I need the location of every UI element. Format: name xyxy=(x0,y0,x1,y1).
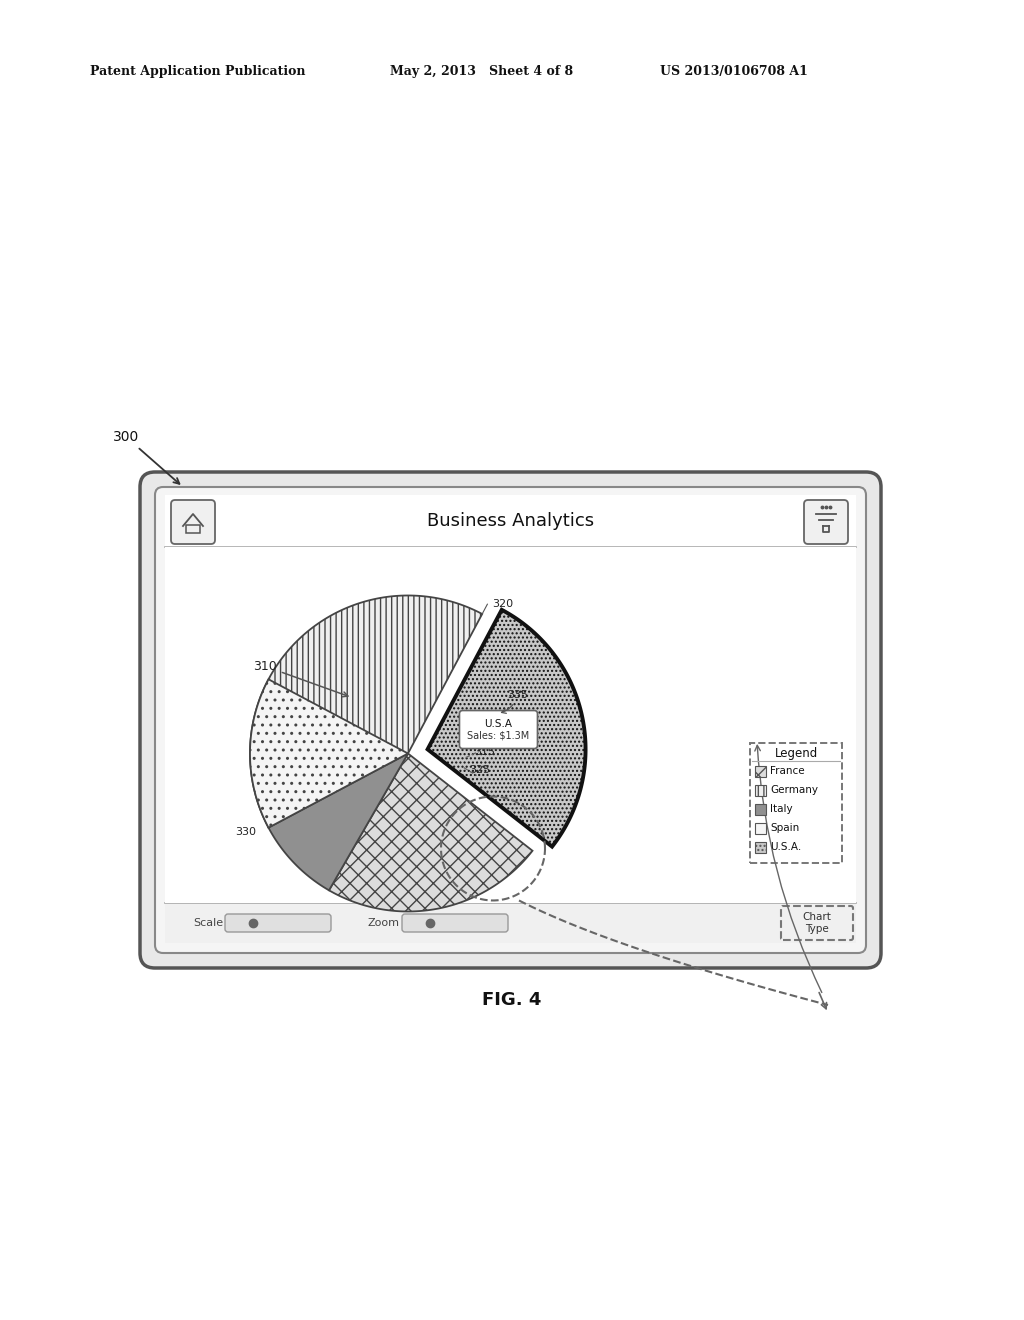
Text: Patent Application Publication: Patent Application Publication xyxy=(90,66,305,78)
FancyBboxPatch shape xyxy=(171,500,215,544)
Text: France: France xyxy=(770,766,805,776)
Text: Scale: Scale xyxy=(193,917,223,928)
Text: Italy: Italy xyxy=(770,804,793,814)
Bar xyxy=(755,766,766,777)
Text: 320: 320 xyxy=(493,599,513,610)
Bar xyxy=(755,842,766,853)
FancyBboxPatch shape xyxy=(460,710,538,748)
Text: 325: 325 xyxy=(469,764,489,775)
FancyBboxPatch shape xyxy=(781,906,853,940)
Polygon shape xyxy=(268,754,408,890)
Polygon shape xyxy=(329,754,532,912)
Bar xyxy=(165,546,856,903)
Text: 300: 300 xyxy=(113,430,179,484)
Polygon shape xyxy=(428,610,586,846)
Text: 315: 315 xyxy=(474,747,495,756)
Text: U.S.A.: U.S.A. xyxy=(770,842,801,851)
Text: Germany: Germany xyxy=(770,785,818,795)
Bar xyxy=(165,495,856,546)
Text: Sales: $1.3M: Sales: $1.3M xyxy=(467,730,529,741)
FancyBboxPatch shape xyxy=(225,913,331,932)
FancyBboxPatch shape xyxy=(155,487,866,953)
Text: U.S.A: U.S.A xyxy=(484,718,512,729)
Bar xyxy=(755,804,766,814)
Text: 310: 310 xyxy=(253,660,348,697)
Polygon shape xyxy=(250,595,482,828)
Text: 330: 330 xyxy=(236,828,256,837)
FancyBboxPatch shape xyxy=(140,473,881,968)
FancyBboxPatch shape xyxy=(804,500,848,544)
Text: Business Analytics: Business Analytics xyxy=(427,512,594,531)
Bar xyxy=(186,525,200,533)
Bar xyxy=(755,822,766,834)
Text: US 2013/0106708 A1: US 2013/0106708 A1 xyxy=(660,66,808,78)
Text: May 2, 2013   Sheet 4 of 8: May 2, 2013 Sheet 4 of 8 xyxy=(390,66,573,78)
Text: Spain: Spain xyxy=(770,822,800,833)
Bar xyxy=(165,903,856,942)
Text: 335: 335 xyxy=(502,689,528,713)
FancyBboxPatch shape xyxy=(750,743,842,863)
Text: Legend: Legend xyxy=(774,747,817,759)
Text: Zoom: Zoom xyxy=(367,917,399,928)
Text: Chart
Type: Chart Type xyxy=(803,912,831,933)
Bar xyxy=(755,785,766,796)
Polygon shape xyxy=(250,680,408,828)
Text: FIG. 4: FIG. 4 xyxy=(482,991,542,1008)
Bar xyxy=(750,743,842,863)
FancyBboxPatch shape xyxy=(402,913,508,932)
